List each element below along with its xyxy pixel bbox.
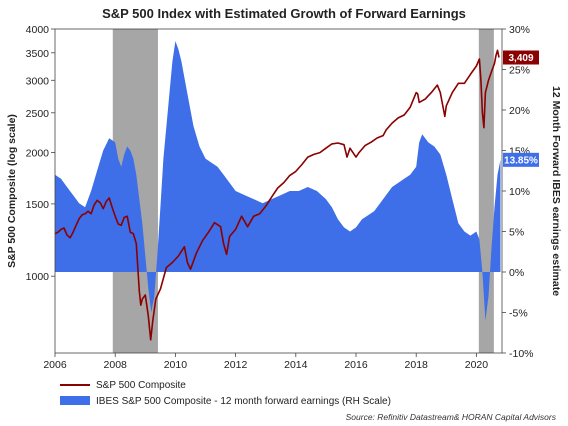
legend-label-earnings: IBES S&P 500 Composite - 12 month forwar…	[96, 396, 391, 407]
legend: S&P 500 Composite IBES S&P 500 Composite…	[60, 380, 391, 407]
right-tick-label-2: 0%	[509, 267, 524, 279]
chart-title: S&P 500 Index with Estimated Growth of F…	[102, 6, 466, 21]
x-tick-label-1: 2008	[104, 359, 128, 371]
right-tick-label-8: 30%	[509, 24, 530, 36]
x-axis-ticks: 2006 2008 2010 2012 2014 2016 2018 2020	[43, 353, 488, 371]
earnings-area	[55, 41, 501, 321]
left-tick-label-6: 4000	[26, 24, 50, 36]
left-tick-label-2: 2000	[26, 148, 50, 160]
sp500-line-layer	[54, 49, 500, 341]
x-tick-label-5: 2016	[344, 359, 368, 371]
x-tick-label-3: 2012	[224, 359, 248, 371]
left-tick-label-5: 3500	[26, 48, 50, 60]
x-tick-label-7: 2020	[465, 359, 489, 371]
legend-swatch-earnings	[60, 396, 90, 405]
x-tick-label-4: 2014	[284, 359, 308, 371]
sp500-line	[54, 49, 500, 341]
right-axis-ticks: -10%-5%0%5%10%15%20%25%30%	[502, 24, 534, 360]
left-tick-label-1: 1500	[26, 199, 50, 211]
left-tick-label-4: 3000	[26, 75, 50, 87]
y-axis-right-label: 12 Month Forward IBES earnings estimate	[550, 86, 562, 296]
right-tick-label-7: 25%	[509, 65, 530, 77]
earnings-area-layer	[55, 41, 501, 321]
right-tick-label-3: 5%	[509, 227, 524, 239]
source-note: Source: Refinitiv Datastream& HORAN Capi…	[346, 412, 557, 422]
y-axis-left-label: S&P 500 Composite (log scale)	[6, 114, 18, 268]
legend-label-sp500: S&P 500 Composite	[96, 380, 186, 391]
x-tick-label-0: 2006	[43, 359, 67, 371]
value-callouts: 3,409 13.85%	[503, 50, 539, 167]
callout-label-earnings: 13.85%	[504, 155, 538, 166]
x-tick-label-6: 2018	[405, 359, 429, 371]
left-tick-label-3: 2500	[26, 108, 50, 120]
right-tick-label-0: -10%	[509, 348, 534, 360]
callout-box-earnings	[503, 152, 539, 167]
callout-label-sp500: 3,409	[508, 53, 533, 64]
right-tick-label-6: 20%	[509, 105, 530, 117]
right-tick-label-4: 10%	[509, 186, 530, 198]
callout-box-sp500	[503, 50, 539, 65]
right-tick-label-1: -5%	[509, 308, 528, 320]
left-tick-label-0: 1000	[26, 271, 50, 283]
x-tick-label-2: 2010	[164, 359, 188, 371]
left-axis-ticks: 1000 1500 2000 2500 3000 3500 4000	[26, 24, 55, 283]
